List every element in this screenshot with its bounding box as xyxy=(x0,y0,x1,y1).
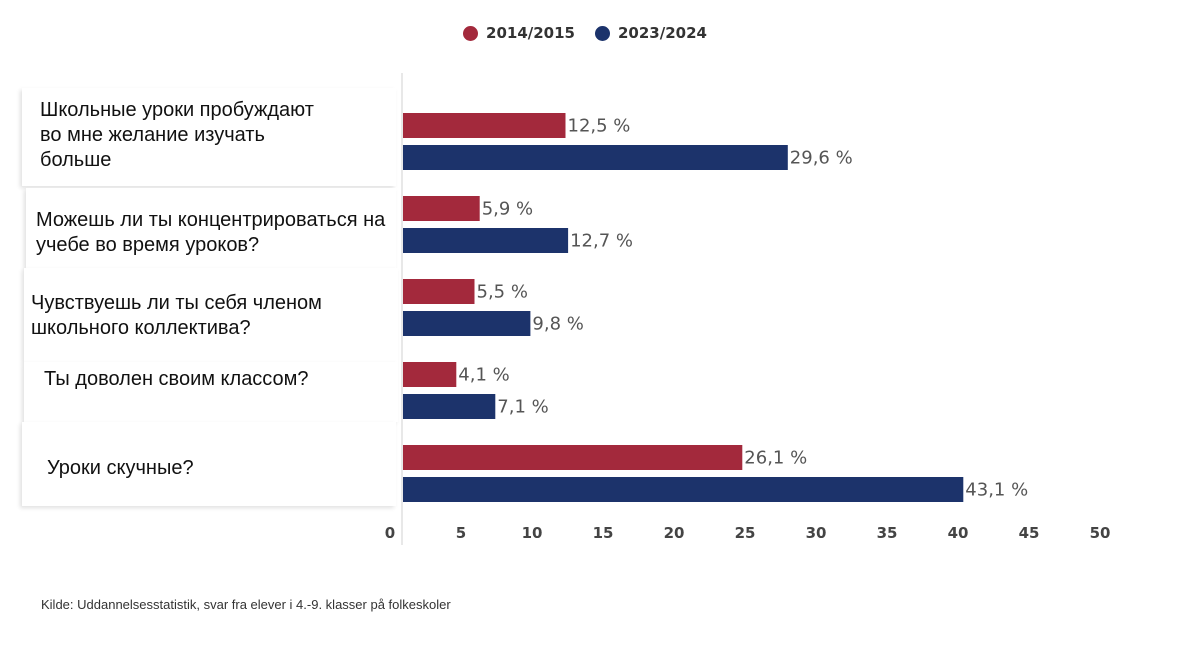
value-label-2014-4: 26,1 % xyxy=(744,448,807,469)
bar-2023-0 xyxy=(403,145,788,170)
bar-2023-4 xyxy=(403,477,964,502)
category-label-1: Можешь ли ты концентрироваться на учебе … xyxy=(26,188,396,268)
bar-2014-2 xyxy=(403,279,475,304)
value-label-2023-0: 29,6 % xyxy=(790,148,853,169)
bar-2023-1 xyxy=(403,228,569,253)
x-tick-label-6: 30 xyxy=(806,524,827,542)
legend-label-2014: 2014/2015 xyxy=(486,24,575,42)
category-text-0: Школьные уроки пробуждают во мне желание… xyxy=(40,99,314,171)
x-tick-label-9: 45 xyxy=(1019,524,1040,542)
value-label-2023-4: 43,1 % xyxy=(965,480,1028,501)
x-tick-label-7: 35 xyxy=(877,524,898,542)
value-label-2023-2: 9,8 % xyxy=(532,314,583,335)
value-label-2014-0: 12,5 % xyxy=(568,116,631,137)
value-label-2023-1: 12,7 % xyxy=(570,231,633,252)
category-label-4: Уроки скучные? xyxy=(22,422,396,506)
value-label-2014-1: 5,9 % xyxy=(482,199,533,220)
bar-2023-3 xyxy=(403,394,496,419)
legend-label-2023: 2023/2024 xyxy=(618,24,707,42)
category-text-1: Можешь ли ты концентрироваться на учебе … xyxy=(36,209,386,256)
legend-marker-2014 xyxy=(463,25,479,41)
legend-item-2023: 2023/2024 xyxy=(595,24,707,42)
bar-2014-3 xyxy=(403,362,457,387)
category-label-2: Чувствуешь ли ты себя членом школьного к… xyxy=(24,268,398,362)
x-tick-label-3: 15 xyxy=(593,524,614,542)
value-label-2014-3: 4,1 % xyxy=(458,365,509,386)
value-label-2014-2: 5,5 % xyxy=(477,282,528,303)
legend: 2014/2015 2023/2024 xyxy=(0,24,1170,42)
category-label-3: Ты доволен своим классом? xyxy=(24,362,398,422)
x-tick-label-0: 0 xyxy=(385,524,395,542)
category-label-0: Школьные уроки пробуждают во мне желание… xyxy=(22,88,396,186)
x-tick-label-4: 20 xyxy=(664,524,685,542)
x-tick-label-1: 5 xyxy=(456,524,466,542)
bar-2014-1 xyxy=(403,196,480,221)
x-tick-label-10: 50 xyxy=(1090,524,1111,542)
bar-2014-0 xyxy=(403,113,566,138)
legend-marker-2023 xyxy=(595,25,610,41)
bar-2023-2 xyxy=(403,311,531,336)
category-text-3: Ты доволен своим классом? xyxy=(44,368,309,390)
x-tick-label-5: 25 xyxy=(735,524,756,542)
source-note: Kilde: Uddannelsesstatistik, svar fra el… xyxy=(41,597,451,612)
category-text-2: Чувствуешь ли ты себя членом школьного к… xyxy=(31,292,322,339)
bar-2014-4 xyxy=(403,445,743,470)
x-tick-label-8: 40 xyxy=(948,524,969,542)
category-text-4: Уроки скучные? xyxy=(47,457,194,479)
value-label-2023-3: 7,1 % xyxy=(497,397,548,418)
x-tick-label-2: 10 xyxy=(522,524,543,542)
legend-item-2014: 2014/2015 xyxy=(463,24,575,42)
